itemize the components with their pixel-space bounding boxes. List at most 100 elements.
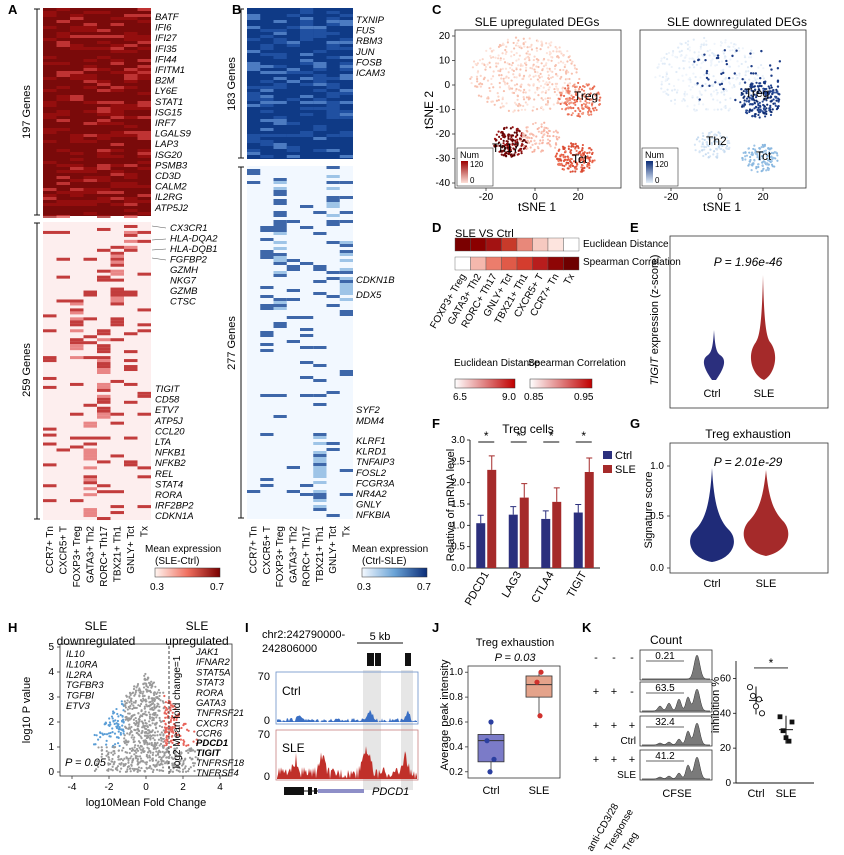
gene-label: RBM3 xyxy=(356,36,383,47)
ytick-label: 60 xyxy=(720,673,732,684)
condition-symbol: - xyxy=(612,652,616,664)
violin-g-sle xyxy=(743,470,789,556)
column-label: TBX21+ Th1 xyxy=(315,526,326,583)
gene-label: FGFBP2 xyxy=(170,255,208,266)
ymax-sle: 70 xyxy=(258,729,270,741)
column-labels-b: CCR7+ Tn CXCR5+ T FOXP3+ Treg GATA3+ Th2 ROR… xyxy=(249,526,353,588)
num-bar-up xyxy=(461,161,468,183)
gene-label: IL10 xyxy=(66,649,85,660)
violin-e-frame xyxy=(669,235,829,409)
cell-euclid xyxy=(454,237,471,252)
bar-sle xyxy=(487,469,497,568)
scale-i: 5 kb xyxy=(370,631,391,643)
ymin-ctrl: 0 xyxy=(264,715,270,727)
count-top-b: 183 Genes xyxy=(226,57,238,111)
ylabel-h: log10 P value xyxy=(21,677,33,743)
legend-sc-min: 0.85 xyxy=(524,392,544,403)
track-sle xyxy=(277,746,417,779)
box-ctrl xyxy=(477,734,505,763)
gene-label: B2M xyxy=(155,76,175,87)
ytick-label: 1.5 xyxy=(451,499,465,510)
bar-ctrl xyxy=(476,523,486,568)
heatmap-a-bracket xyxy=(34,8,40,520)
gene-i: PDCD1 xyxy=(372,786,409,798)
gene-label: NFKBIA xyxy=(356,510,390,521)
gene-label: CCR6 xyxy=(196,729,223,740)
gene-label: CTSC xyxy=(170,297,196,308)
legend-swatch-sle xyxy=(603,465,612,473)
cell-spearman xyxy=(563,256,580,271)
gate-value: 41.2 xyxy=(655,751,675,762)
cat-sle: SLE xyxy=(529,785,550,797)
gene-label: CDKN1B xyxy=(356,275,395,286)
gene-label: NFKB1 xyxy=(155,448,186,459)
cell-euclid xyxy=(532,237,549,252)
point-ctrl xyxy=(749,692,757,699)
gene-label: IFI27 xyxy=(155,33,177,44)
title-g: Treg exhaustion xyxy=(705,427,791,441)
violin-g-frame xyxy=(669,442,829,574)
row1-d: Euclidean Distance xyxy=(583,239,669,250)
sig-star: * xyxy=(484,429,489,443)
histogram xyxy=(642,688,711,712)
legend-title-a: Mean expression xyxy=(145,544,221,555)
legend-max-b: 0.7 xyxy=(417,582,431,593)
coords2-i: 242806000 xyxy=(262,643,317,655)
gene-label: HLA-DQB1 xyxy=(170,244,218,255)
gene-label: STAT4 xyxy=(155,479,183,490)
num-min-up: 0 xyxy=(470,176,475,185)
gene-label: ATP5J xyxy=(154,416,183,427)
gene-label: GATA3 xyxy=(196,698,226,709)
bar-ctrl xyxy=(508,514,518,568)
label-treg-down: Treg xyxy=(745,86,769,100)
tsne-axes: 20 10 0 -10 -20 -30 -40 -20 0 20 -20 0 20 xyxy=(436,31,769,203)
tsne-ylabel: tSNE 2 xyxy=(422,91,436,129)
column-label: FOXP3+ Treg xyxy=(72,526,83,587)
cell-euclid xyxy=(501,237,518,252)
legend-bar-b xyxy=(361,567,428,578)
column-label: CXCR5+ T xyxy=(262,526,273,574)
violin-e-ctrl xyxy=(703,330,725,380)
sig-star: * xyxy=(581,429,586,443)
title-up-c: SLE upregulated DEGs xyxy=(475,15,600,29)
cell-spearman xyxy=(501,256,518,271)
gene-label: JUN xyxy=(355,47,375,58)
panel-label-j: J xyxy=(432,620,439,635)
gene-label: STAT1 xyxy=(155,97,183,108)
point-ctrl xyxy=(488,719,494,725)
tsne-ytick: 10 xyxy=(439,56,451,67)
legend-title-b: Mean expression xyxy=(352,544,428,555)
violin-e-sle xyxy=(750,275,776,380)
point-ctrl xyxy=(491,756,497,762)
legend-max-a: 0.7 xyxy=(210,582,224,593)
tsne-xtick: -20 xyxy=(664,192,679,203)
condition-symbol: + xyxy=(593,720,599,732)
gene-label: BATF xyxy=(155,12,180,23)
ytick-label: 1.0 xyxy=(451,520,465,531)
exon-mark-1 xyxy=(367,653,374,666)
gene-label: IL2RA xyxy=(66,670,92,681)
panel-label-k: K xyxy=(582,620,592,635)
gene-label: TNFRSF21 xyxy=(196,708,244,719)
cell-euclid xyxy=(485,237,502,252)
gene-label: IFI35 xyxy=(155,44,177,55)
num-bar-down xyxy=(646,161,653,183)
gene-label: TNFRSF18 xyxy=(196,758,245,769)
column-label: Tx xyxy=(139,526,150,537)
legend-swatch-ctrl xyxy=(603,451,612,459)
legend-sc-d: Spearman Correlation xyxy=(528,358,626,369)
cell-spearman xyxy=(470,256,487,271)
gene-label: CDKN1A xyxy=(155,511,194,522)
bar-sle xyxy=(584,472,594,568)
tsne-xtick: -20 xyxy=(479,192,494,203)
category-label: PDCD1 xyxy=(463,570,492,608)
pval-g: P = 2.01e-29 xyxy=(714,455,783,469)
panel-label-b: B xyxy=(232,2,241,17)
count-label-k: Count xyxy=(650,633,683,647)
gene-label: IFITM1 xyxy=(155,65,185,76)
count-bottom-b: 277 Genes xyxy=(226,316,238,370)
cell-euclid xyxy=(470,237,487,252)
gene-label: FOSB xyxy=(356,57,383,68)
gene-label: GZMH xyxy=(170,265,198,276)
label-treg-up: Treg xyxy=(574,89,598,103)
